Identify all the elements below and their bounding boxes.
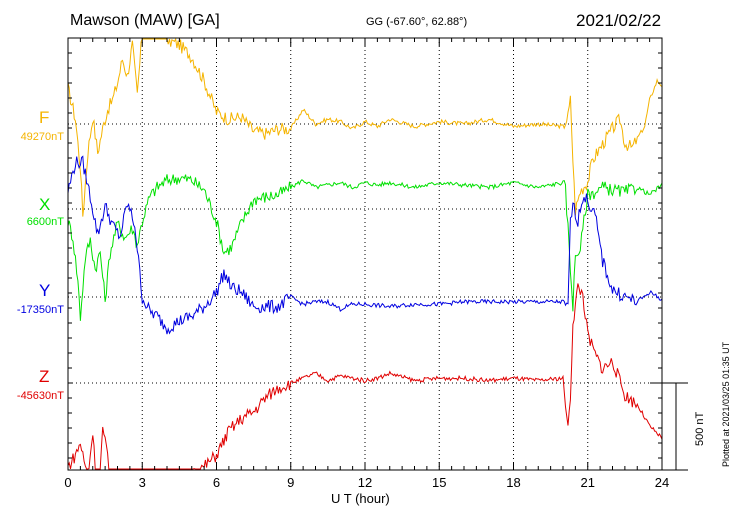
component-label-x: X [39, 195, 50, 215]
trace-f [67, 37, 663, 217]
trace-z [67, 283, 663, 470]
x-tick-label: 24 [655, 475, 669, 490]
component-label-y: Y [39, 281, 50, 301]
station-name: Mawson (MAW) [GA] [70, 12, 220, 29]
x-tick-label: 9 [287, 475, 294, 490]
component-baseline: -45630nT [16, 390, 64, 402]
x-axis-label: U T (hour) [331, 491, 390, 506]
component-baseline-y: -17350nT [17, 304, 64, 316]
component-label-z: Z [39, 367, 49, 387]
component-baseline: -17350nT [16, 304, 64, 316]
component-baseline: 49270nT [20, 131, 64, 143]
scale-bar [650, 382, 688, 471]
x-tick-label: 18 [506, 475, 520, 490]
x-tick-label: 3 [139, 475, 146, 490]
component-label-f: F [39, 108, 49, 128]
trace-x [67, 174, 663, 321]
station-coords: GG (-67.60°, 62.88°) [366, 16, 468, 28]
component-baseline-x: 6600nT [27, 216, 64, 228]
scale-bar-label: 500 nT [694, 411, 706, 446]
component-baseline-z: -45630nT [17, 390, 64, 402]
component-baseline-f: 49270nT [21, 131, 64, 143]
component-letter: F [39, 108, 50, 127]
x-tick-label: 15 [432, 475, 446, 490]
grid-lines [68, 38, 662, 470]
component-letter: Z [39, 367, 50, 386]
x-tick-label: 12 [358, 475, 372, 490]
component-letter: X [39, 195, 51, 214]
axis-ticks: 0 3 6 9 12 15 18 21 24 [64, 38, 669, 490]
x-tick-label: 6 [213, 475, 220, 490]
trace-y [67, 155, 663, 335]
component-letter: Y [39, 281, 51, 300]
plotted-timestamp: Plotted at 2021/03/25 01:35 UT [721, 341, 730, 467]
plot-date: 2021/02/22 [576, 11, 662, 30]
x-tick-label: 0 [64, 475, 71, 490]
x-tick-label: 21 [581, 475, 595, 490]
component-baseline: 6600nT [26, 216, 64, 228]
